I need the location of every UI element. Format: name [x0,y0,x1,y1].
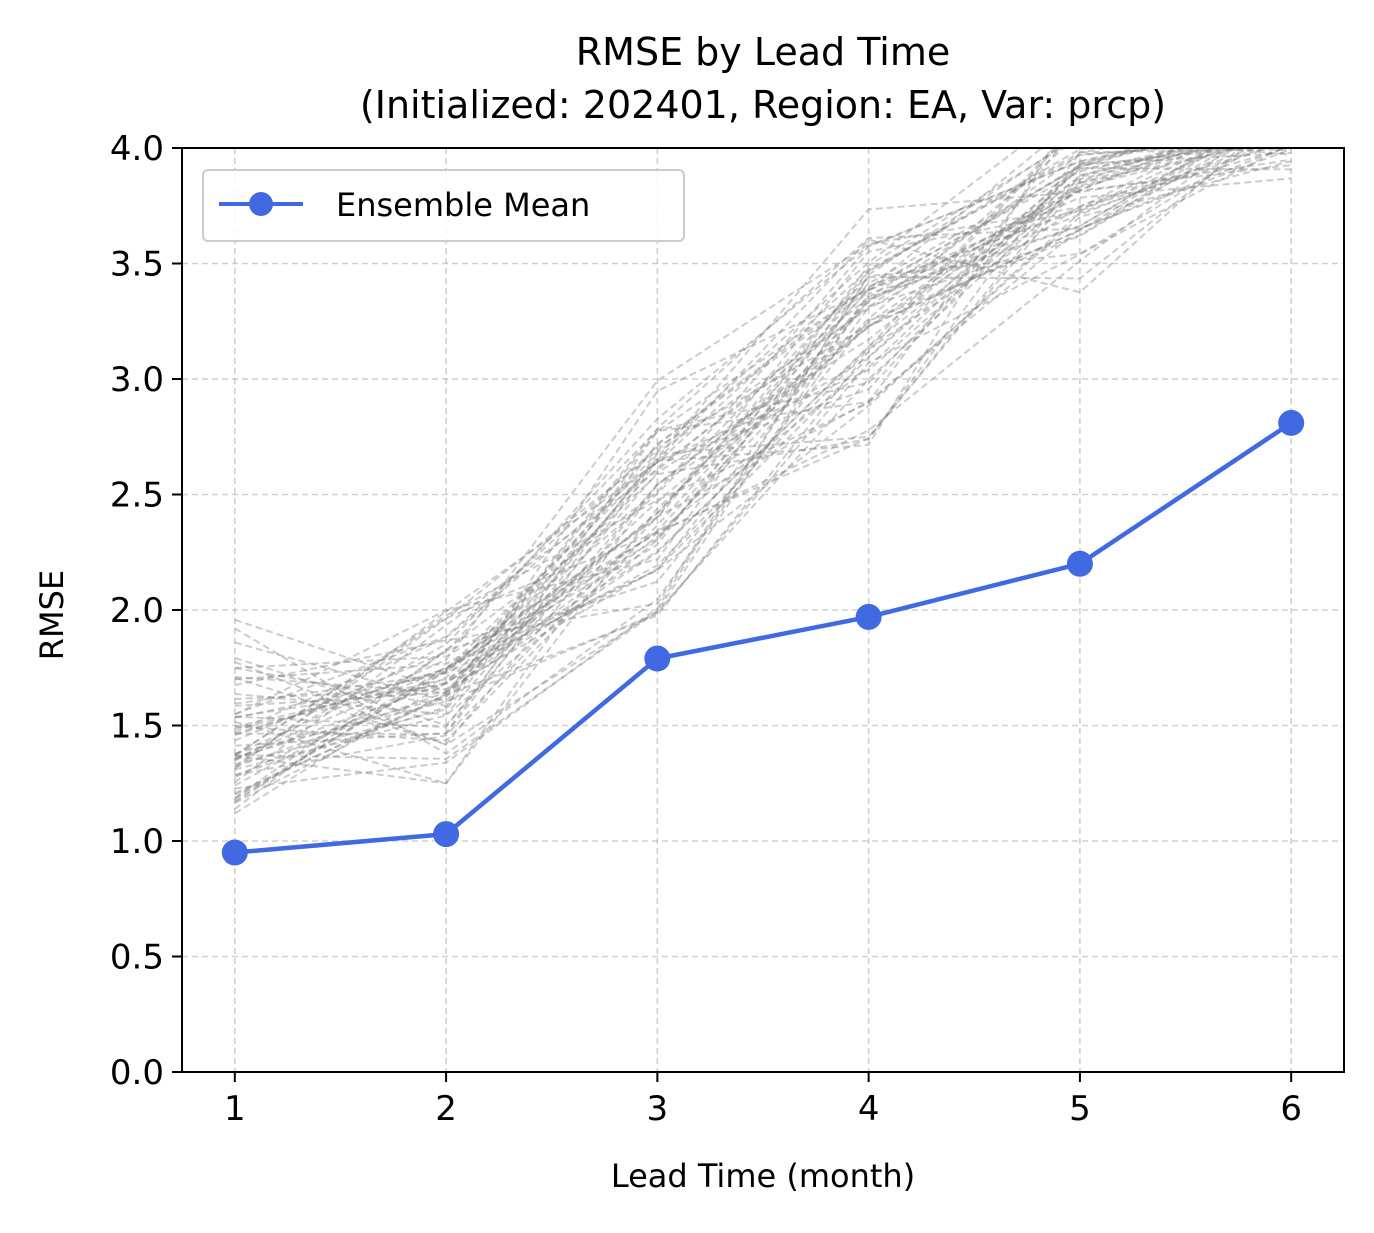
x-tick-label: 6 [1280,1089,1302,1129]
grid [182,147,1344,1073]
chart-title: RMSE by Lead Time [576,30,950,74]
member-line [234,148,1215,784]
x-tick-label: 1 [224,1089,246,1129]
member-line [234,148,1255,705]
member-line [234,148,1061,747]
member-line [234,148,1141,742]
member-line [234,148,1182,770]
member-line [234,160,1292,757]
member-line [234,148,1287,777]
member-line [234,148,1271,728]
ensemble-mean-point [644,645,671,672]
y-tick-label: 0.0 [110,1053,164,1093]
member-line [234,148,1256,755]
legend-box [202,169,685,242]
legend: Ensemble Mean [202,169,685,242]
member-line [234,167,1292,757]
member-line [234,148,1205,729]
member-line [234,148,1066,707]
y-tick-label: 0.5 [110,938,164,978]
member-line [234,148,1198,802]
y-axis-label: RMSE [33,570,71,660]
ensemble-mean-series [221,409,1305,866]
axis-ticks: 1 2 3 4 5 6 0.0 0.5 1.0 1.5 2.0 2.5 3.0 3.5 4.0 [110,129,1302,1129]
ensemble-members [234,148,1292,815]
member-line [234,148,1187,759]
ensemble-mean-point [855,603,882,630]
x-tick-label: 5 [1069,1089,1091,1129]
member-line [234,148,1189,755]
member-line [234,148,1021,768]
member-line [234,148,1112,735]
x-tick-label: 4 [858,1089,880,1129]
y-tick-label: 2.5 [110,476,164,516]
member-line [234,151,1292,785]
member-line [234,148,1215,746]
ensemble-mean-point [1278,409,1305,436]
member-line [234,148,1212,785]
member-line [234,148,1230,799]
member-line [234,158,1292,766]
member-line [234,148,1228,760]
x-tick-label: 3 [647,1089,669,1129]
member-line [234,148,1292,804]
member-line [234,177,1292,776]
ensemble-mean-point [221,839,248,866]
member-line [234,148,1239,795]
member-line [234,148,1242,703]
member-line [234,148,1154,692]
x-tick-label: 2 [435,1089,457,1129]
member-line [234,148,1044,742]
member-line [234,148,1215,760]
member-line [234,148,1249,735]
legend-marker-swatch [249,192,273,216]
chart-subtitle: (Initialized: 202401, Region: EA, Var: p… [360,83,1166,127]
y-tick-label: 3.5 [110,245,164,285]
y-tick-label: 4.0 [110,129,164,169]
member-line [234,148,1180,694]
member-line [234,148,1272,804]
member-line [234,148,1201,756]
member-line [234,148,1152,787]
ensemble-mean-point [433,821,460,848]
member-line [234,148,1184,730]
member-line [234,148,1058,796]
member-line [234,148,1243,681]
member-line [234,148,1232,669]
member-line [234,148,1149,718]
y-tick-label: 3.0 [110,360,164,400]
member-line [234,148,1056,761]
member-line [234,148,1140,771]
member-line [234,148,1154,810]
member-line [234,148,1220,815]
y-tick-label: 1.0 [110,822,164,862]
member-line [234,148,1252,762]
x-axis-label: Lead Time (month) [611,1157,915,1195]
member-line [234,148,1292,719]
y-tick-label: 2.0 [110,591,164,631]
member-line [234,148,1217,716]
member-line [234,148,1195,727]
member-line [234,148,1225,716]
legend-label: Ensemble Mean [336,186,590,224]
member-line [234,148,1291,707]
member-line [234,148,1247,800]
member-line [234,148,1061,790]
member-line [234,148,1100,716]
member-line [234,148,1189,700]
ensemble-mean-line [234,421,1293,855]
member-line [234,164,1292,746]
member-line [234,148,1053,734]
y-tick-label: 1.5 [110,707,164,747]
member-line [234,148,1292,736]
member-line [234,148,1285,687]
ensemble-mean-point [1066,550,1093,577]
